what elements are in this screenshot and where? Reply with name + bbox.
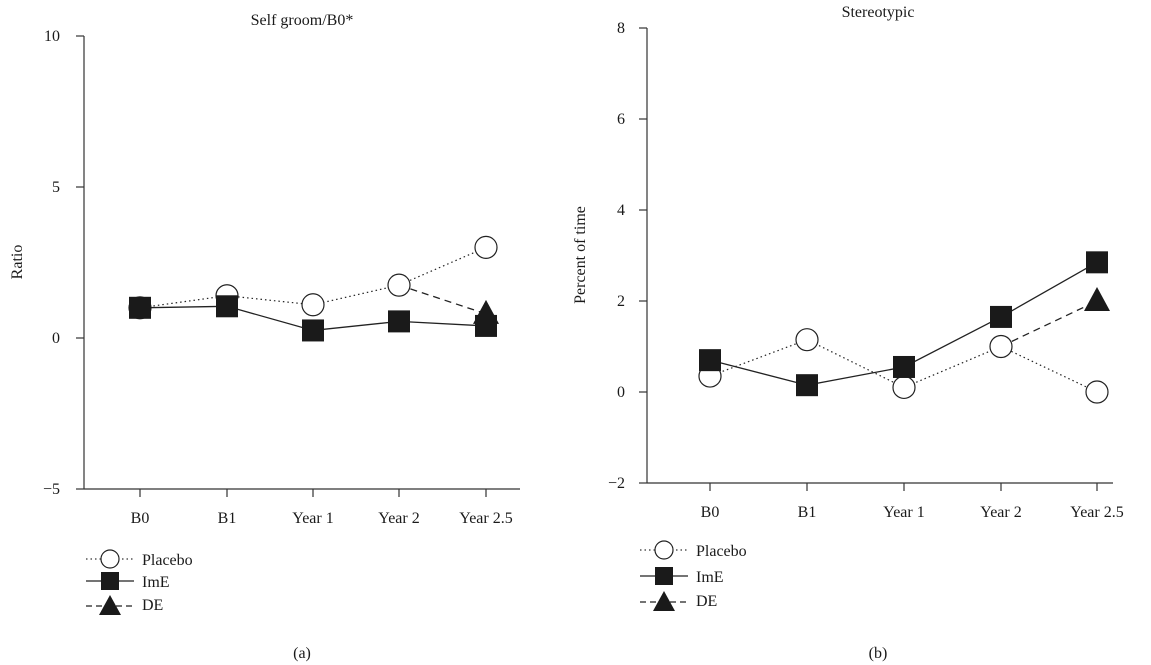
chart-a-y-ticks: −5 0 5 10 <box>43 28 84 498</box>
chart-a-ylabel: Ratio <box>9 245 26 280</box>
x-tick-label: Year 2.5 <box>459 510 512 527</box>
chart-a-legend: Placebo ImE DE <box>86 549 193 615</box>
x-tick-label: B1 <box>218 510 237 527</box>
chart-b-axes: −2 0 2 4 6 8 B0 B1 Year 1 Year 2 Year 2.5 <box>608 20 1124 521</box>
series-line-de <box>398 284 487 315</box>
x-tick-label: Year 2 <box>980 504 1021 521</box>
series-line-placebo <box>139 246 487 309</box>
chart-b-legend-ime: ImE <box>640 567 724 586</box>
point-ime <box>1086 251 1108 274</box>
chart-a-plot-area <box>128 235 499 342</box>
legend-filled-square-marker <box>655 567 673 585</box>
y-tick-label: 10 <box>44 28 60 45</box>
chart-b-plot-area <box>698 251 1110 404</box>
point-ime <box>216 295 238 318</box>
point-placebo <box>474 235 498 259</box>
chart-b-legend: Placebo ImE DE <box>640 540 747 611</box>
point-de <box>1084 287 1110 311</box>
chart-a-legend-placebo: Placebo <box>86 549 193 569</box>
chart-a-legend-label-placebo: Placebo <box>142 552 193 569</box>
y-tick-label: 8 <box>617 20 625 37</box>
chart-b-y-ticks: −2 0 2 4 6 8 <box>608 20 647 492</box>
chart-a-legend-de: DE <box>86 595 163 615</box>
x-tick-label: Year 1 <box>292 510 333 527</box>
x-tick-label: B1 <box>798 504 817 521</box>
legend-open-circle-marker <box>100 549 120 569</box>
point-placebo <box>387 273 411 297</box>
point-placebo <box>1085 380 1109 404</box>
y-tick-label: 2 <box>617 293 625 310</box>
x-tick-label: Year 2 <box>378 510 419 527</box>
legend-filled-square-marker <box>101 572 119 590</box>
point-placebo <box>989 334 1013 359</box>
point-ime <box>129 296 151 319</box>
point-ime <box>893 355 915 378</box>
y-tick-label: 0 <box>52 330 60 347</box>
chart-b: Stereotypic Percent of time −2 0 2 4 6 8 B0 B1… <box>572 4 1124 662</box>
point-placebo <box>892 375 916 400</box>
point-ime <box>302 319 324 342</box>
chart-a-legend-label-de: DE <box>142 597 163 614</box>
chart-b-legend-placebo: Placebo <box>640 540 747 560</box>
chart-a-x-ticks: B0 B1 Year 1 Year 2 Year 2.5 <box>131 489 513 527</box>
chart-b-title: Stereotypic <box>842 4 915 21</box>
point-placebo <box>795 328 819 352</box>
chart-a-title: Self groom/B0* <box>251 12 354 29</box>
chart-a-legend-label-ime: ImE <box>142 574 170 591</box>
legend-open-circle-marker <box>654 540 674 560</box>
point-ime <box>990 305 1012 328</box>
series-line-de <box>1000 300 1098 348</box>
y-tick-label: −5 <box>43 481 60 498</box>
point-placebo <box>301 293 325 317</box>
x-tick-label: Year 1 <box>883 504 924 521</box>
y-tick-label: 4 <box>617 202 625 219</box>
point-ime <box>475 314 497 337</box>
chart-b-panel-label: (b) <box>869 645 888 662</box>
point-ime <box>388 310 410 333</box>
chart-b-x-ticks: B0 B1 Year 1 Year 2 Year 2.5 <box>701 483 1124 521</box>
chart-b-legend-label-placebo: Placebo <box>696 543 747 560</box>
chart-b-legend-label-de: DE <box>696 593 717 610</box>
y-tick-label: −2 <box>608 475 625 492</box>
legend-filled-triangle-marker <box>99 595 121 615</box>
x-tick-label: Year 2.5 <box>1070 504 1123 521</box>
point-ime <box>699 349 721 372</box>
chart-b-legend-de: DE <box>640 591 717 611</box>
chart-a-axes: −5 0 5 10 B0 B1 Year 1 Year 2 Year 2.5 <box>43 28 520 527</box>
y-tick-label: 6 <box>617 111 625 128</box>
chart-b-ylabel: Percent of time <box>572 206 589 304</box>
point-ime <box>796 374 818 397</box>
x-tick-label: B0 <box>701 504 720 521</box>
chart-b-legend-label-ime: ImE <box>696 569 724 586</box>
y-tick-label: 0 <box>617 384 625 401</box>
chart-a: Self groom/B0* Ratio −5 0 5 10 B0 B1 Year 1 Ye… <box>9 12 520 662</box>
chart-a-legend-ime: ImE <box>86 572 170 591</box>
x-tick-label: B0 <box>131 510 150 527</box>
y-tick-label: 5 <box>52 179 60 196</box>
chart-a-panel-label: (a) <box>293 645 311 662</box>
legend-filled-triangle-marker <box>653 591 675 611</box>
